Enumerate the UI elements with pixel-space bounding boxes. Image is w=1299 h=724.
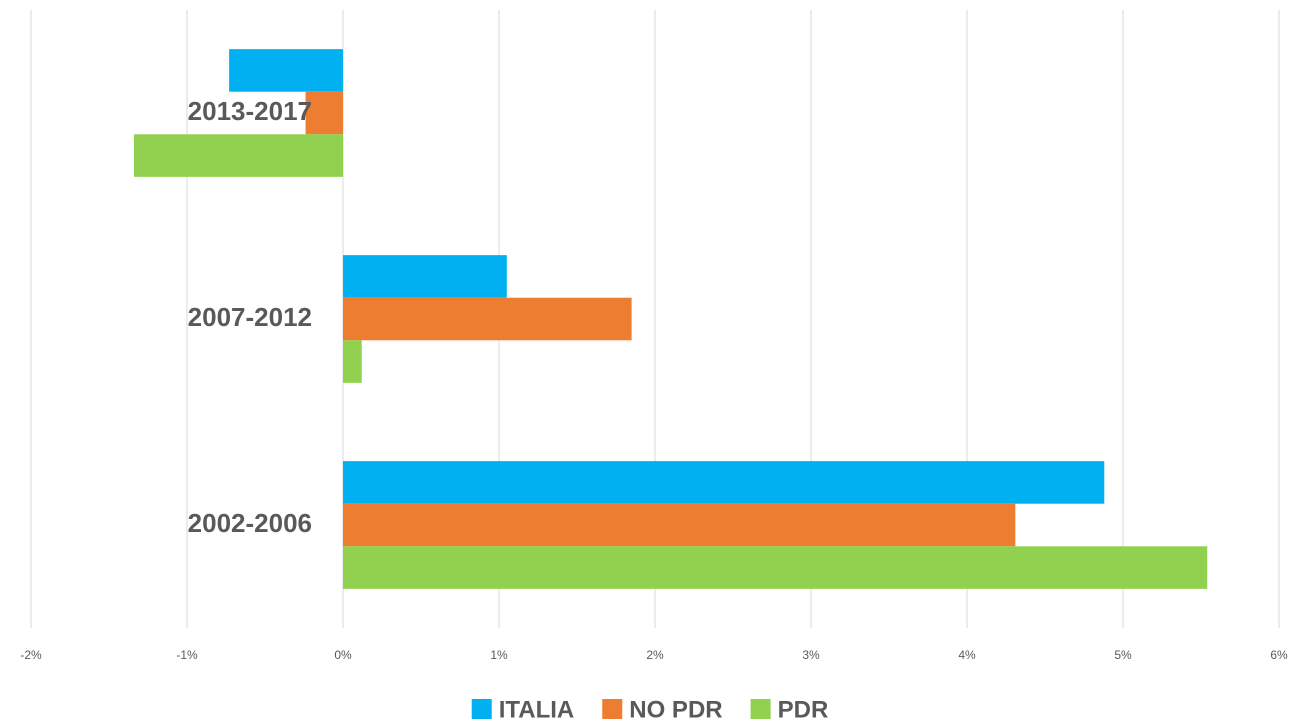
bar — [229, 49, 343, 92]
legend-label: PDR — [778, 696, 829, 723]
legend: ITALIA NO PDR PDR — [471, 696, 829, 723]
bar — [343, 503, 1016, 547]
x-tick-label: 1% — [490, 648, 508, 662]
x-tick-label: 3% — [802, 648, 820, 662]
bar — [343, 297, 632, 341]
bar — [343, 546, 1208, 589]
x-tick-label: 5% — [1114, 648, 1132, 662]
bar — [343, 340, 362, 383]
category-label: 2002-2006 — [188, 508, 312, 538]
x-tick-label: 2% — [646, 648, 664, 662]
category-label: 2007-2012 — [188, 302, 312, 332]
category-label: 2013-2017 — [188, 96, 312, 126]
x-tick-label: -1% — [176, 648, 198, 662]
bar — [343, 461, 1105, 504]
x-tick-label: 4% — [958, 648, 976, 662]
x-tick-label: 0% — [334, 648, 352, 662]
legend-label: ITALIA — [499, 696, 575, 723]
legend-swatch — [750, 699, 771, 719]
bar — [343, 255, 507, 298]
x-tick-label: -2% — [20, 648, 42, 662]
x-tick-label: 6% — [1270, 648, 1288, 662]
legend-swatch — [602, 699, 623, 719]
legend-label: NO PDR — [629, 696, 722, 723]
bar — [305, 91, 343, 135]
legend-swatch — [471, 699, 492, 719]
bar — [133, 134, 343, 177]
